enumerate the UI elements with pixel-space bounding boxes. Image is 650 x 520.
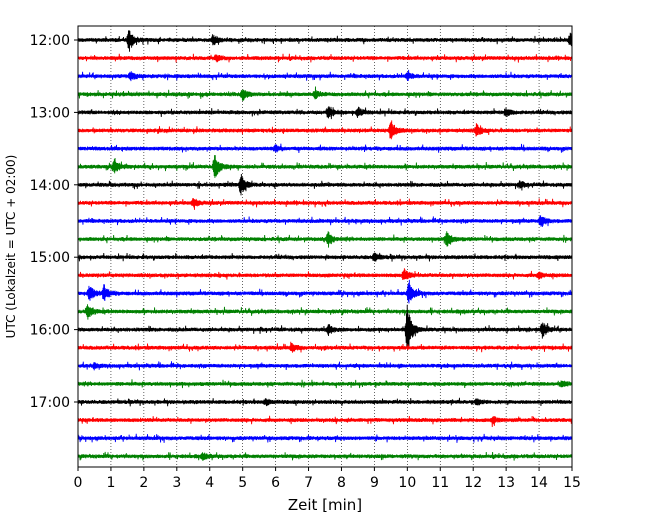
x-tick-label: 3 (172, 475, 181, 491)
trace-1530 (77, 279, 573, 304)
traces (77, 30, 573, 462)
y-axis-ticks: 12:00 13:00 14:00 15:00 16:00 17:00 (30, 33, 78, 411)
x-tick-label: 0 (74, 475, 83, 491)
trace-1215 (77, 53, 573, 63)
trace-1245 (77, 86, 573, 101)
x-tick-label: 7 (304, 475, 313, 491)
trace-1415 (77, 198, 573, 210)
trace-1315 (77, 120, 573, 140)
trace-1330 (77, 143, 573, 153)
x-tick-label: 5 (238, 475, 247, 491)
y-tick-label: 12:00 (30, 33, 70, 49)
y-tick-label: 13:00 (30, 105, 70, 121)
x-tick-label: 2 (139, 475, 148, 491)
trace-1715 (77, 415, 573, 427)
y-tick-label: 14:00 (30, 178, 70, 194)
x-tick-label: 11 (431, 475, 449, 491)
trace-1730 (77, 433, 573, 443)
trace-1430 (77, 215, 573, 227)
x-tick-label: 9 (370, 475, 379, 491)
x-tick-label: 6 (271, 475, 280, 491)
x-tick-label: 15 (563, 475, 581, 491)
trace-1600 (77, 304, 573, 349)
x-tick-label: 13 (497, 475, 515, 491)
y-tick-label: 17:00 (30, 395, 70, 411)
trace-1500 (77, 252, 573, 262)
trace-1445 (77, 231, 573, 248)
trace-1700 (77, 397, 573, 407)
y-axis-label: UTC (Lokalzeit = UTC + 02:00) (4, 155, 18, 339)
trace-1230 (77, 69, 573, 82)
y-tick-label: 16:00 (30, 323, 70, 339)
plot-frame (77, 25, 573, 468)
trace-1630 (77, 361, 573, 371)
trace-1200 (77, 30, 573, 52)
trace-1545 (77, 304, 573, 320)
y-tick-label: 15:00 (30, 250, 70, 266)
x-tick-label: 4 (205, 475, 214, 491)
trace-1515 (77, 268, 573, 280)
x-tick-label: 8 (337, 475, 346, 491)
x-tick-label: 12 (464, 475, 482, 491)
trace-1400 (77, 173, 573, 196)
trace-1745 (77, 451, 573, 462)
x-tick-label: 1 (106, 475, 115, 491)
x-tick-label: 14 (530, 475, 548, 491)
trace-1300 (77, 106, 573, 120)
trace-1615 (77, 341, 573, 353)
trace-1645 (77, 379, 573, 389)
x-axis-ticks: 0 1 2 3 4 5 6 7 8 9 10 11 12 13 14 15 (74, 467, 581, 491)
trace-1345 (77, 155, 573, 178)
x-tick-label: 10 (398, 475, 416, 491)
x-axis-label: Zeit [min] (288, 496, 362, 514)
